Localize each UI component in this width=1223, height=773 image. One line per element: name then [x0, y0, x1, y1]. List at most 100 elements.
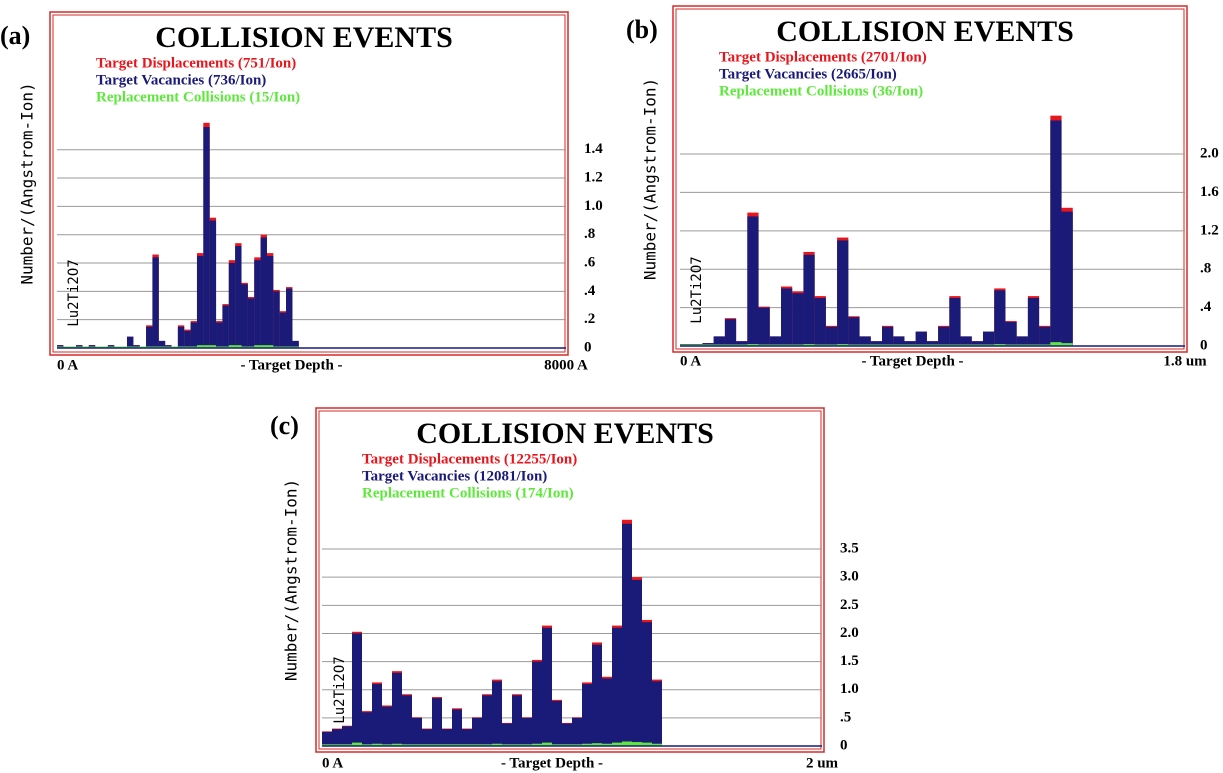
- bar: [612, 627, 622, 746]
- bar: [837, 240, 849, 346]
- y-tick-label: 1.2: [1200, 222, 1219, 238]
- legend-entry: Target Vacancies (2665/Ion): [719, 66, 897, 82]
- bar: [960, 336, 972, 346]
- y-tick-label: .8: [1200, 261, 1211, 277]
- bar: [582, 743, 592, 746]
- bar: [196, 255, 204, 348]
- bar: [462, 744, 472, 746]
- y-tick-label: .5: [840, 709, 851, 725]
- bar: [190, 322, 197, 348]
- bar: [209, 220, 217, 348]
- bar: [342, 744, 352, 746]
- legend-entry: Target Vacancies (736/Ion): [96, 72, 266, 88]
- bar: [502, 723, 512, 746]
- bar: [893, 336, 905, 346]
- bar: [803, 254, 815, 346]
- bar: [452, 744, 462, 746]
- annotation: Lu2Ti2O7: [66, 259, 82, 326]
- bar: [552, 744, 562, 746]
- x-tick-label: 2 um: [806, 755, 839, 771]
- y-tick-label: 0: [1200, 337, 1208, 353]
- bar: [462, 729, 472, 746]
- bar: [971, 341, 983, 346]
- bar: [994, 290, 1006, 346]
- y-tick-label: 1.0: [840, 681, 859, 697]
- bar: [713, 336, 725, 346]
- bar: [572, 717, 582, 746]
- bar: [322, 731, 332, 746]
- bar: [612, 742, 622, 746]
- frame-inner: [318, 410, 822, 750]
- bar: [642, 622, 652, 746]
- bar: [652, 681, 662, 746]
- frame-outer: [49, 11, 569, 356]
- bar: [260, 237, 267, 348]
- bar: [1050, 342, 1062, 346]
- bar: [949, 298, 961, 346]
- y-tick-label: 1.4: [584, 141, 603, 157]
- bar: [512, 744, 522, 746]
- bar: [254, 345, 261, 348]
- bar: [926, 341, 939, 346]
- frame-inner: [52, 14, 566, 353]
- bar: [592, 743, 602, 746]
- bar: [382, 706, 392, 746]
- bar: [502, 744, 512, 746]
- bar: [196, 345, 204, 348]
- bar: [412, 717, 422, 746]
- x-tick-label: 8000 A: [544, 357, 588, 373]
- panel: 0 .5 1.0 1.5 2.0 2.5 3.0 3.5 0 A 2 um - Target Dep…: [270, 407, 859, 771]
- y-tick-label: 0: [584, 339, 592, 355]
- x-tick-label: 0 A: [680, 353, 701, 369]
- x-axis-label: - Target Depth -: [501, 755, 603, 771]
- legend-entry: Replacement Collisions (36/Ion): [719, 83, 923, 99]
- bar: [803, 344, 815, 346]
- bar: [228, 345, 236, 348]
- bar: [882, 326, 894, 346]
- x-tick-label: 0 A: [322, 755, 343, 771]
- bar: [602, 678, 612, 746]
- bar: [412, 744, 422, 746]
- bar: [203, 345, 210, 348]
- bar: [266, 345, 274, 348]
- bar: [622, 523, 632, 746]
- y-tick-label: 1.2: [584, 169, 603, 185]
- bar: [915, 331, 927, 346]
- bar: [814, 298, 826, 346]
- y-tick-label: .2: [584, 311, 595, 327]
- panel-label: (c): [270, 411, 299, 440]
- bar: [848, 317, 860, 346]
- panel-label: (a): [0, 21, 30, 50]
- bar: [432, 698, 442, 746]
- bar: [279, 312, 287, 348]
- chart-title: COLLISION EVENTS: [155, 21, 453, 54]
- chart-title: COLLISION EVENTS: [416, 417, 714, 450]
- bar: [422, 744, 432, 746]
- bar: [382, 744, 392, 746]
- bar: [870, 341, 882, 346]
- y-tick-label: 1.6: [1200, 184, 1219, 200]
- bar: [362, 712, 372, 746]
- bar: [472, 717, 482, 746]
- annotation: Lu2Ti2O7: [332, 656, 348, 723]
- bar: [392, 743, 402, 746]
- y-tick-label: 1.5: [840, 653, 859, 669]
- y-tick-label: 2.5: [840, 597, 859, 613]
- bar: [342, 726, 352, 746]
- bar: [146, 326, 153, 348]
- frame-outer: [672, 5, 1188, 353]
- bar: [572, 744, 582, 746]
- bar: [652, 743, 662, 746]
- bar: [632, 580, 642, 746]
- bar: [222, 305, 229, 348]
- bar: [747, 216, 759, 346]
- y-axis-label: Number/(Angstrom-Ion): [282, 479, 301, 681]
- bar: [472, 744, 482, 746]
- bar: [736, 341, 748, 346]
- x-tick-label: 0 A: [57, 357, 78, 373]
- bar: [332, 729, 342, 746]
- bar: [938, 326, 950, 346]
- bar: [126, 336, 134, 348]
- bar: [747, 344, 759, 346]
- y-tick-label: .4: [584, 283, 596, 299]
